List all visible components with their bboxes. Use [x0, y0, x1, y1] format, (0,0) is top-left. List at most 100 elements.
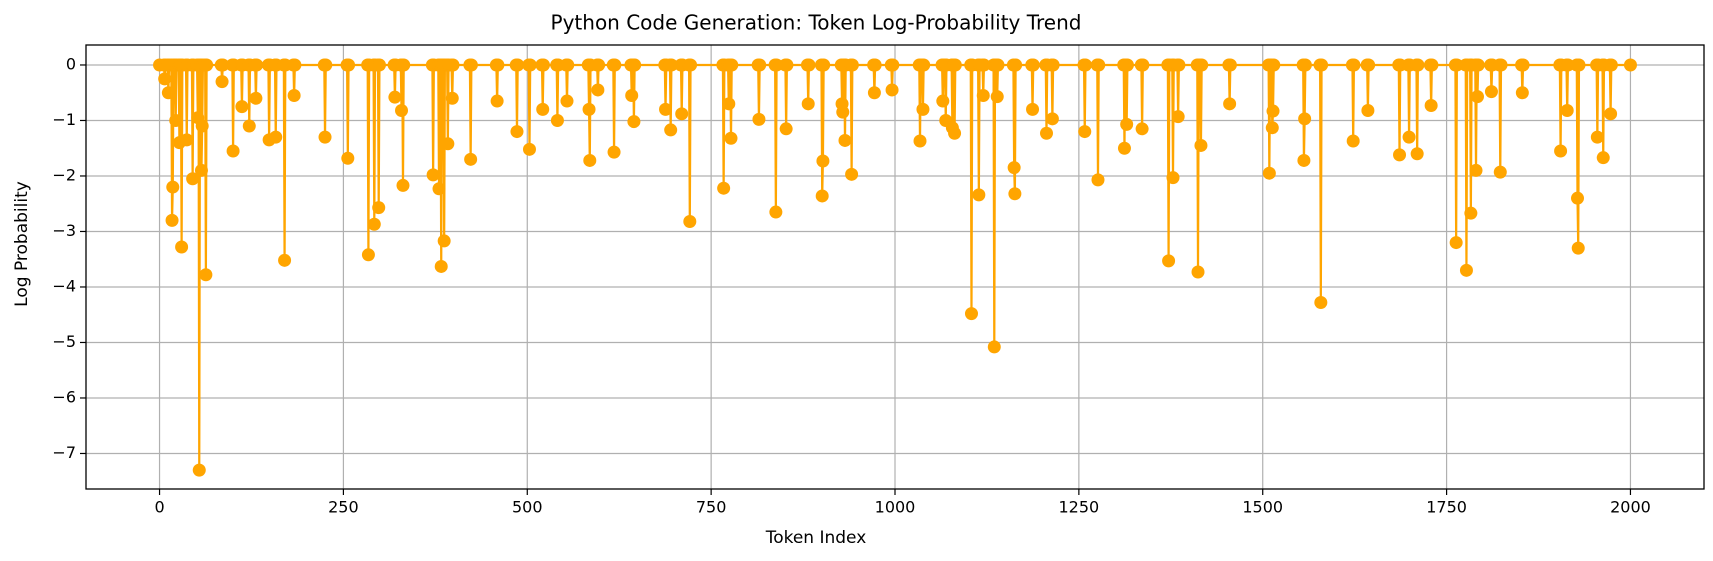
x-tick-label: 1250	[1059, 498, 1100, 517]
data-point	[1191, 265, 1205, 279]
data-point	[948, 126, 962, 140]
data-point	[1026, 58, 1040, 72]
data-point	[1078, 125, 1092, 139]
data-point	[175, 240, 189, 254]
data-point	[972, 188, 986, 202]
data-point	[194, 163, 208, 177]
data-point	[318, 130, 332, 144]
data-point	[817, 58, 831, 72]
data-point	[836, 105, 850, 119]
data-point	[166, 180, 180, 194]
data-point	[885, 83, 899, 97]
data-point	[1117, 141, 1131, 155]
data-point	[464, 152, 478, 166]
data-point	[1469, 163, 1483, 177]
x-tick-label: 750	[696, 498, 727, 517]
data-point	[510, 125, 524, 139]
data-point	[582, 102, 596, 116]
data-point	[779, 122, 793, 136]
data-point	[1162, 254, 1176, 268]
y-axis-label: Log Probability	[12, 181, 32, 307]
y-tick-label: −3	[52, 221, 76, 240]
data-point	[659, 102, 673, 116]
data-point	[990, 90, 1004, 104]
data-point	[1362, 58, 1376, 72]
data-point	[165, 213, 179, 227]
data-point	[664, 58, 678, 72]
data-point	[722, 97, 736, 111]
x-tick-label: 0	[154, 498, 164, 517]
data-point	[536, 102, 550, 116]
data-point	[628, 58, 642, 72]
data-point	[583, 153, 597, 167]
data-point	[1315, 58, 1329, 72]
data-point	[1166, 171, 1180, 185]
data-point	[1172, 58, 1186, 72]
data-point	[1045, 112, 1059, 126]
data-point	[445, 91, 459, 105]
data-point	[1262, 166, 1276, 180]
y-tick-label: −4	[52, 276, 76, 295]
data-point	[361, 248, 375, 262]
data-point	[1464, 206, 1478, 220]
data-point	[916, 102, 930, 116]
data-point	[319, 58, 333, 72]
x-axis-label: Token Index	[765, 528, 867, 548]
data-point	[845, 167, 859, 181]
data-point	[917, 58, 931, 72]
data-point	[1493, 165, 1507, 179]
data-point	[608, 58, 622, 72]
data-point	[1135, 122, 1149, 136]
data-point	[1425, 58, 1439, 72]
data-point	[1596, 151, 1610, 165]
data-point	[1471, 58, 1485, 72]
data-point	[1560, 103, 1574, 117]
data-point	[395, 103, 409, 117]
data-point	[1298, 58, 1312, 72]
data-point	[464, 58, 478, 72]
data-point	[522, 142, 536, 156]
data-point	[396, 178, 410, 192]
data-point	[1515, 86, 1529, 100]
data-point	[1571, 191, 1585, 205]
data-point	[753, 58, 767, 72]
data-point	[752, 112, 766, 126]
data-point	[1171, 110, 1185, 124]
x-tick-label: 250	[328, 498, 359, 517]
data-point	[1297, 153, 1311, 167]
data-point	[1470, 90, 1484, 104]
data-point	[913, 134, 927, 148]
data-point	[1007, 161, 1021, 175]
data-point	[288, 58, 302, 72]
data-point	[426, 168, 440, 182]
data-point	[964, 307, 978, 321]
data-point	[536, 58, 550, 72]
data-point	[250, 58, 264, 72]
data-point	[1194, 138, 1208, 152]
data-point	[199, 268, 213, 282]
data-point	[1298, 112, 1312, 126]
data-point	[1267, 58, 1281, 72]
data-point	[372, 58, 386, 72]
data-point	[226, 144, 240, 158]
data-point	[1484, 85, 1498, 99]
data-point	[592, 58, 606, 72]
data-point	[868, 58, 882, 72]
data-point	[1078, 58, 1092, 72]
data-point	[491, 58, 505, 72]
data-point	[511, 58, 525, 72]
data-point	[432, 182, 446, 196]
data-point	[1449, 236, 1463, 250]
data-point	[976, 89, 990, 103]
data-point	[341, 151, 355, 165]
data-point	[161, 86, 175, 100]
data-point	[948, 58, 962, 72]
data-point	[591, 83, 605, 97]
data-point	[684, 58, 698, 72]
data-point	[1424, 98, 1438, 112]
data-point	[1223, 97, 1237, 111]
data-point	[192, 463, 206, 477]
data-point	[490, 94, 504, 108]
data-point	[991, 58, 1005, 72]
